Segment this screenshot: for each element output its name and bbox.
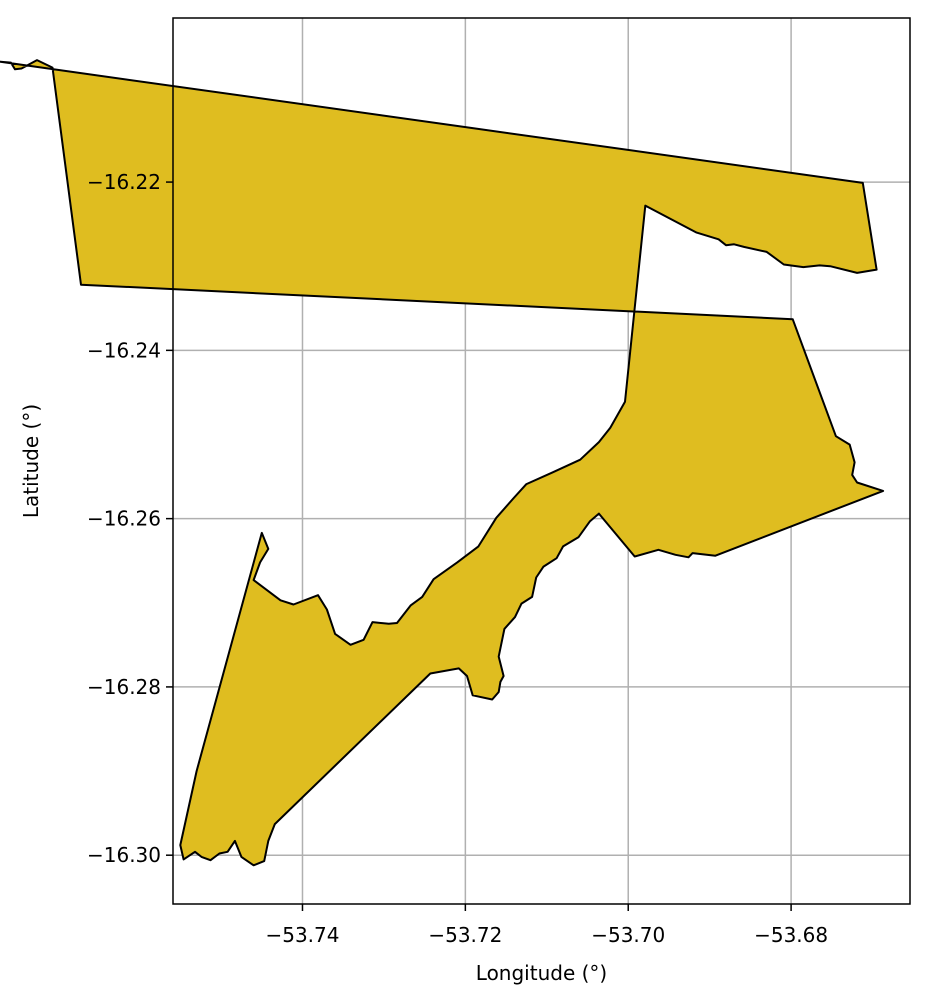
x-tick-label: −53.68: [754, 923, 828, 947]
region-polygon: [0, 59, 885, 867]
y-tick-label: −16.26: [87, 507, 161, 531]
plot-frame: [172, 17, 911, 905]
x-axis-ticks: −53.74 −53.72 −53.70 −53.68: [265, 904, 828, 947]
x-tick-label: −53.70: [591, 923, 665, 947]
y-tick-label: −16.22: [87, 170, 161, 194]
y-tick-label: −16.28: [87, 675, 161, 699]
x-tick-label: −53.74: [265, 923, 339, 947]
y-tick-label: −16.24: [87, 338, 161, 362]
x-tick-label: −53.72: [428, 923, 502, 947]
y-axis-label: Latitude (°): [19, 404, 43, 518]
y-axis-ticks: −16.22 −16.24 −16.26 −16.28 −16.30: [87, 170, 173, 867]
x-axis-label: Longitude (°): [476, 961, 607, 985]
y-tick-label: −16.30: [87, 843, 161, 867]
